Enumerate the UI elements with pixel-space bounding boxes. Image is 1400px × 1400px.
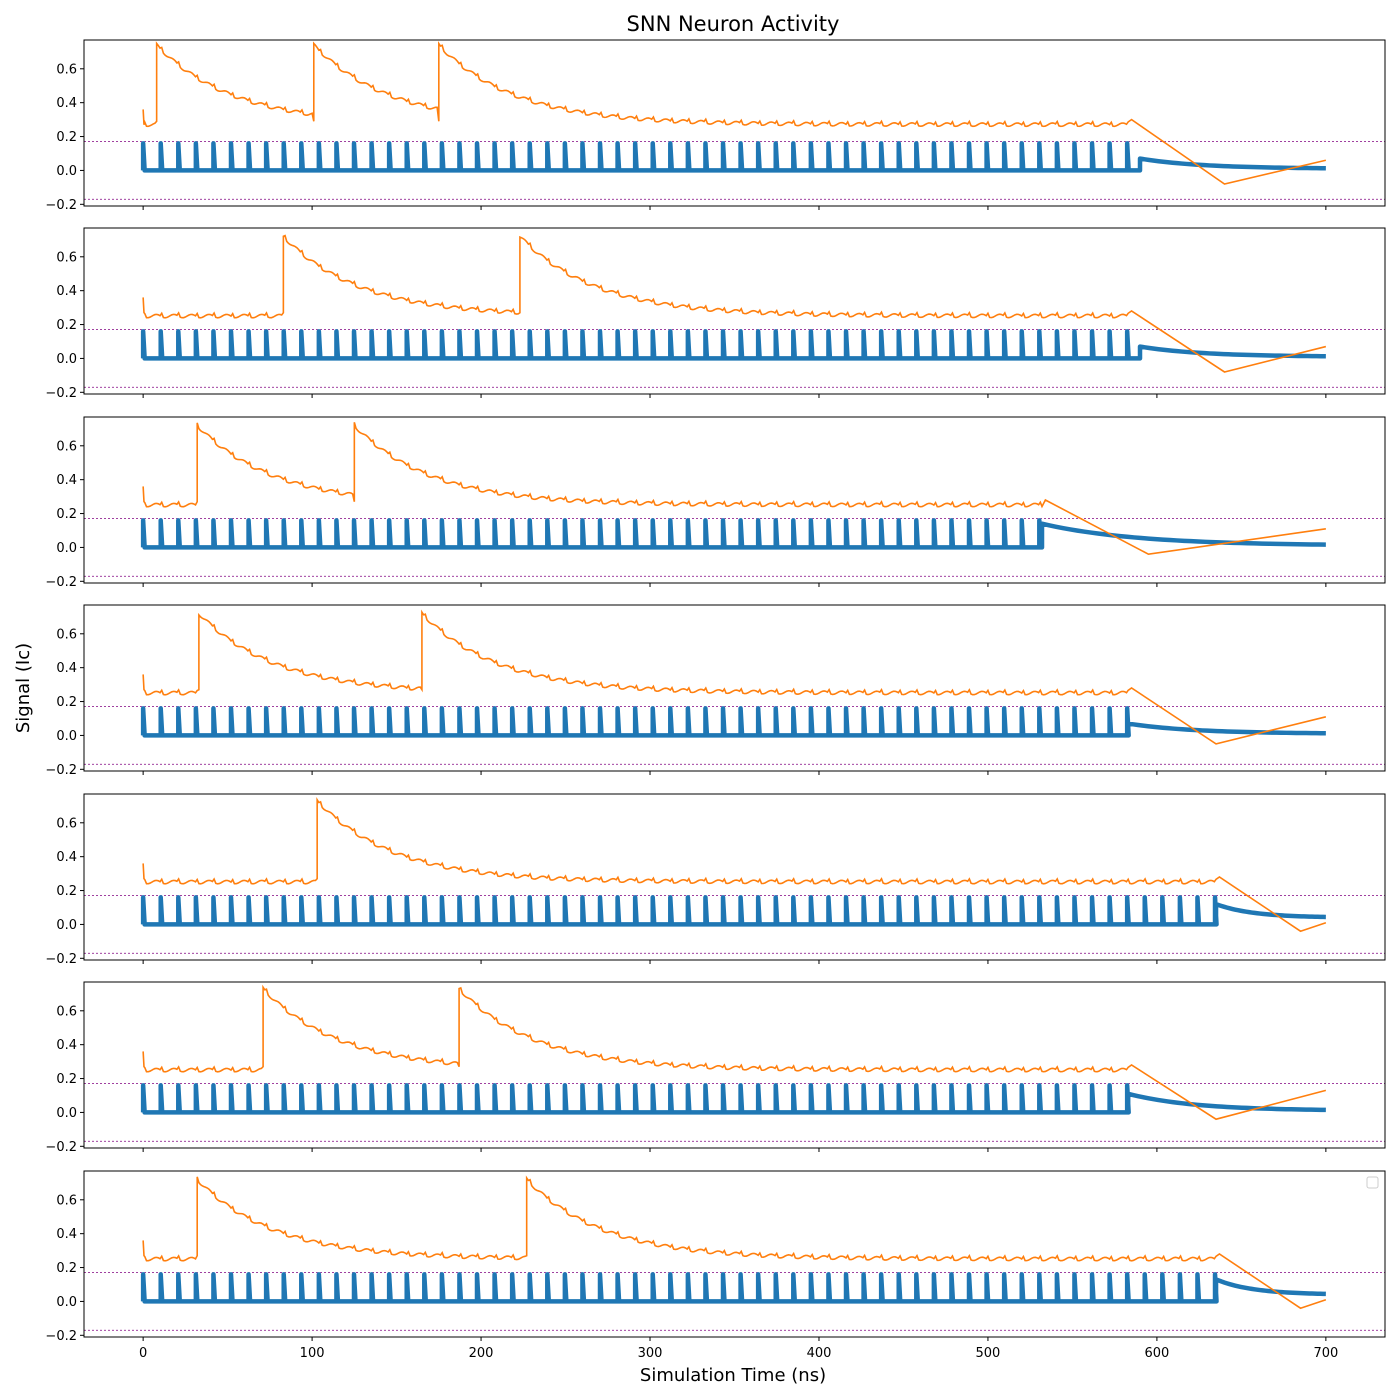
y-tick-label: 0.2: [56, 884, 77, 899]
axes-frame: [83, 39, 1386, 207]
x-tick-label: 100: [300, 1346, 325, 1361]
y-tick-label: −0.2: [45, 763, 77, 778]
legend-box: [1366, 1176, 1379, 1189]
y-tick-label: 0.2: [56, 507, 77, 522]
membrane-potential-series: [142, 796, 1327, 933]
axes-frame: [83, 981, 1386, 1149]
spike-train-series: [140, 329, 1326, 361]
y-tick-label: −0.2: [45, 952, 77, 967]
subplot-stack: −0.2 0.0 0.2 0.4 0.6 −0.2 0.0 0.2 0.4 0.6 −0.2 0.0 0…: [45, 39, 1386, 1361]
y-tick-label: 0.4: [56, 1038, 77, 1053]
y-tick-label: 0.0: [56, 541, 77, 556]
y-tick-label: 0.6: [56, 816, 77, 831]
subplot-7: −0.2 0.0 0.2 0.4 0.6: [45, 1170, 1386, 1344]
y-tick-label: 0.4: [56, 284, 77, 299]
y-tick-label: −0.2: [45, 1140, 77, 1155]
y-tick-label: 0.4: [56, 473, 77, 488]
y-tick-label: 0.6: [56, 1193, 77, 1208]
spike-train-series: [140, 706, 1326, 738]
y-tick-label: 0.4: [56, 1227, 77, 1242]
axes-frame: [83, 604, 1386, 772]
y-tick-label: 0.4: [56, 850, 77, 865]
axes-frame: [83, 793, 1386, 961]
y-tick-label: 0.2: [56, 130, 77, 145]
subplot-1: −0.2 0.0 0.2 0.4 0.6: [45, 39, 1386, 213]
axes-frame: [83, 1170, 1386, 1338]
figure-title: SNN Neuron Activity: [627, 12, 840, 36]
y-tick-label: 0.6: [56, 627, 77, 642]
x-axis-label: Simulation Time (ns): [640, 1365, 826, 1386]
y-tick-label: 0.0: [56, 352, 77, 367]
membrane-potential-series: [142, 609, 1327, 745]
y-tick-label: 0.6: [56, 62, 77, 77]
y-tick-label: 0.2: [56, 695, 77, 710]
y-tick-label: −0.2: [45, 1329, 77, 1344]
y-tick-label: 0.2: [56, 1261, 77, 1276]
y-tick-label: 0.0: [56, 918, 77, 933]
y-axis-label: Signal (Ic): [13, 643, 34, 733]
membrane-potential-series: [142, 41, 1327, 185]
spike-train-series: [140, 1083, 1326, 1115]
membrane-potential-series: [142, 422, 1326, 556]
spike-train-series: [140, 1272, 1326, 1304]
spike-train-series: [140, 141, 1326, 173]
y-tick-label: 0.2: [56, 1072, 77, 1087]
x-tick-label: 200: [469, 1346, 494, 1361]
y-tick-label: 0.6: [56, 250, 77, 265]
y-tick-label: −0.2: [45, 575, 77, 590]
membrane-potential-series: [142, 234, 1327, 373]
x-tick-label: 300: [638, 1346, 663, 1361]
subplot-2: −0.2 0.0 0.2 0.4 0.6: [45, 227, 1386, 401]
y-tick-label: 0.0: [56, 1106, 77, 1121]
y-tick-label: 0.2: [56, 318, 77, 333]
axes-frame: [83, 416, 1386, 584]
y-tick-label: 0.4: [56, 661, 77, 676]
y-tick-label: 0.0: [56, 729, 77, 744]
membrane-potential-series: [142, 1175, 1327, 1310]
subplot-6: −0.2 0.0 0.2 0.4 0.6: [45, 981, 1386, 1155]
y-tick-label: −0.2: [45, 198, 77, 213]
subplot-3: −0.2 0.0 0.2 0.4 0.6: [45, 416, 1386, 590]
y-tick-label: 0.0: [56, 164, 77, 179]
y-tick-label: 0.6: [56, 439, 77, 454]
x-tick-label: 600: [1144, 1346, 1169, 1361]
y-tick-label: 0.0: [56, 1295, 77, 1310]
x-tick-label: 500: [976, 1346, 1001, 1361]
subplot-4: −0.2 0.0 0.2 0.4 0.6: [45, 604, 1386, 778]
subplot-5: −0.2 0.0 0.2 0.4 0.6: [45, 793, 1386, 967]
y-tick-label: 0.4: [56, 96, 77, 111]
y-tick-label: −0.2: [45, 386, 77, 401]
axes-frame: [83, 227, 1386, 395]
membrane-potential-series: [142, 984, 1327, 1121]
y-tick-label: 0.6: [56, 1004, 77, 1019]
x-tick-label: 0: [139, 1346, 147, 1361]
spike-train-series: [140, 518, 1326, 550]
x-tick-label: 400: [807, 1346, 832, 1361]
x-tick-label: 700: [1313, 1346, 1338, 1361]
spike-train-series: [140, 895, 1326, 927]
